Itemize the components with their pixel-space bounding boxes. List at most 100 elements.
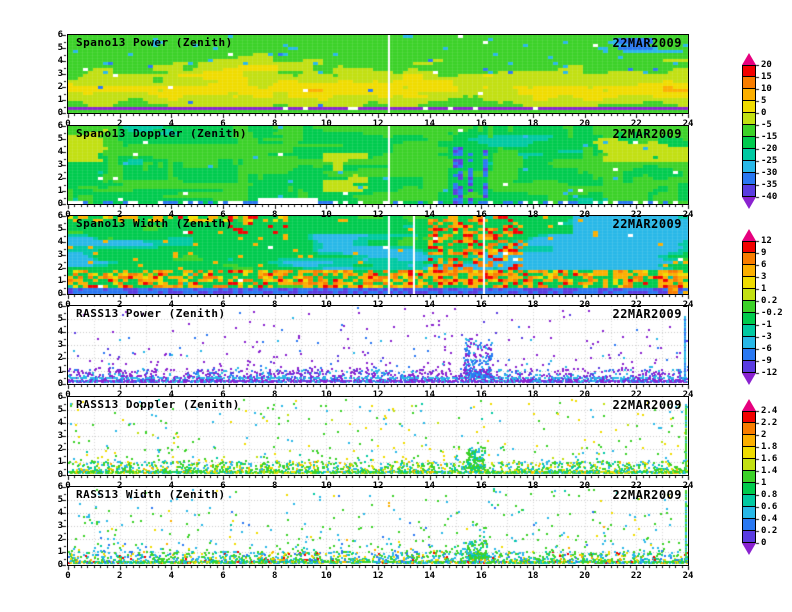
x-tick-label: 8	[271, 210, 278, 220]
x-tick-label: 6	[220, 481, 226, 491]
x-tick-label: 14	[424, 119, 436, 129]
y-tick-label: 0	[57, 108, 63, 118]
colorbar-tick-label: 9	[761, 248, 767, 258]
x-tick-label: 14	[424, 390, 436, 400]
panel-title: Spano13 Doppler (Zenith)	[76, 127, 247, 140]
x-tick-label: 18	[527, 119, 539, 129]
colorbar-tick-label: 1.4	[761, 466, 778, 476]
y-tick-label: 1	[57, 366, 63, 376]
x-tick-label: 4	[168, 210, 175, 220]
y-tick-label: 0	[57, 199, 63, 209]
colorbar-tick-label: -3	[761, 332, 772, 342]
x-tick-label: 18	[527, 390, 539, 400]
colorbar-top-arrow	[742, 53, 756, 65]
x-tick-label: 18	[527, 481, 539, 491]
x-tick-label: 10	[320, 210, 332, 220]
x-tick-label: 2	[116, 571, 123, 581]
panel-date: 22MAR2009	[612, 307, 682, 321]
x-tick-label: 24	[682, 300, 694, 310]
panel-title: RASS13 Power (Zenith)	[76, 307, 226, 320]
x-tick-label: 20	[579, 119, 591, 129]
x-tick-label: 6	[220, 300, 226, 310]
y-tick-label: 5	[57, 495, 63, 505]
x-tick-label: 10	[320, 571, 332, 581]
y-tick-label: 6	[57, 211, 63, 221]
panel-date: 22MAR2009	[612, 398, 682, 412]
panel-date: 22MAR2009	[612, 36, 682, 50]
colorbar-segment	[742, 265, 756, 277]
y-tick-label: 0	[57, 470, 63, 480]
x-tick-label: 22	[630, 571, 642, 581]
rass13-doppler-scatter	[68, 397, 688, 475]
x-tick-label: 22	[630, 119, 642, 129]
x-tick-label: 18	[527, 300, 539, 310]
x-tick-label: 22	[630, 481, 642, 491]
colorbar-segment	[742, 471, 756, 483]
x-tick-label: 14	[424, 210, 436, 220]
colorbar-tick-label: 0	[761, 538, 767, 548]
x-tick-label: 0	[65, 210, 71, 220]
x-tick-label: 0	[65, 571, 71, 581]
colorbar-segment	[742, 149, 756, 161]
colorbar-tick-label: 2	[761, 430, 767, 440]
colorbar-tick-label: -9	[761, 356, 772, 366]
y-tick-label: 1	[57, 276, 63, 286]
colorbar-segment	[742, 289, 756, 301]
colorbar-segment	[742, 423, 756, 435]
colorbar-bottom-arrow	[742, 543, 756, 555]
x-tick-label: 0	[65, 390, 71, 400]
x-tick-label: 4	[168, 481, 175, 491]
colorbar-segment	[742, 447, 756, 459]
y-tick-label: 4	[57, 418, 63, 428]
y-tick-label: 1	[57, 95, 63, 105]
colorbar-tick-label: -15	[761, 132, 778, 142]
x-tick-label: 16	[475, 300, 487, 310]
colorbar-segment	[742, 125, 756, 137]
x-tick-label: 6	[220, 210, 226, 220]
x-tick-label: 16	[475, 390, 487, 400]
colorbar-segment	[742, 519, 756, 531]
colorbar-segment	[742, 507, 756, 519]
colorbar-tick-label: 15	[761, 72, 772, 82]
x-tick-label: 4	[168, 571, 175, 581]
rass13-power-scatter	[68, 306, 688, 384]
colorbar-tick-label: 2.4	[761, 406, 778, 416]
colorbar-tick-label: 0.6	[761, 502, 778, 512]
colorbar-segment	[742, 459, 756, 471]
y-tick-label: 4	[57, 327, 63, 337]
colorbar-tick-label: -30	[761, 168, 778, 178]
colorbar-segment	[742, 65, 756, 77]
x-tick-label: 18	[527, 210, 539, 220]
x-tick-label: 12	[372, 210, 384, 220]
x-tick-label: 2	[116, 300, 123, 310]
y-tick-label: 6	[57, 301, 63, 311]
x-tick-label: 4	[168, 119, 175, 129]
panel-date: 22MAR2009	[612, 217, 682, 231]
y-tick-label: 6	[57, 30, 63, 40]
colorbar-top-arrow	[742, 229, 756, 241]
x-tick-label: 10	[320, 481, 332, 491]
panel-spano13-width: Spano13 Width (Zenith) 22MAR2009	[67, 215, 689, 295]
colorbar-tick-label: -20	[761, 144, 778, 154]
y-tick-label: 6	[57, 482, 63, 492]
x-tick-label: 10	[320, 390, 332, 400]
x-tick-label: 6	[220, 571, 226, 581]
colorbar-segment	[742, 313, 756, 325]
x-tick-label: 20	[579, 300, 591, 310]
panel-rass13-width: RASS13 Width (Zenith) 22MAR2009	[67, 486, 689, 566]
y-tick-label: 6	[57, 392, 63, 402]
colorbar-tick-label: -12	[761, 368, 778, 378]
colorbar-tick-label: 0.8	[761, 490, 778, 500]
y-tick-label: 5	[57, 314, 63, 324]
colorbar-segment	[742, 483, 756, 495]
y-tick-label: 4	[57, 56, 63, 66]
colorbar-segment	[742, 435, 756, 447]
colorbar-tick-label: 6	[761, 260, 767, 270]
colorbar-segment	[742, 253, 756, 265]
colorbar-tick-label: 1	[761, 478, 767, 488]
x-tick-label: 12	[372, 571, 384, 581]
x-tick-label: 16	[475, 571, 487, 581]
y-tick-label: 1	[57, 457, 63, 467]
x-tick-label: 6	[220, 390, 226, 400]
colorbar-tick-label: -25	[761, 156, 778, 166]
